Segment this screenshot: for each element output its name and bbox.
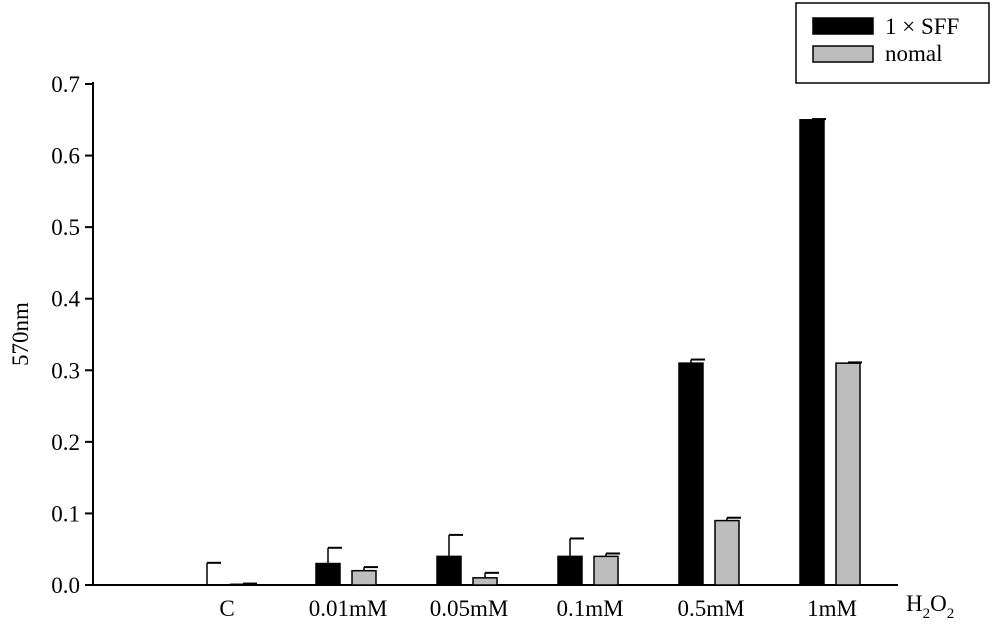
y-tick-label: 0.7 — [51, 72, 80, 97]
suffix-sub2: 2 — [947, 606, 955, 622]
bar-series-1 — [436, 555, 462, 586]
bar-series-1 — [315, 562, 341, 586]
axes — [92, 82, 898, 586]
bar-series-1 — [799, 119, 825, 586]
legend-label-series-2: nomal — [885, 41, 943, 66]
y-tick-label: 0.0 — [51, 573, 80, 598]
y-tick-label: 0.1 — [51, 501, 80, 526]
legend: 1 × SFF nomal — [795, 2, 990, 84]
bar-series-2 — [835, 362, 861, 586]
x-tick-label: C — [219, 596, 234, 621]
y-ticks: 0.0 0.1 0.2 0.3 0.4 0.5 0.6 0.7 — [51, 72, 93, 598]
error-bars — [206, 118, 862, 585]
x-tick-label: 1mM — [807, 596, 857, 621]
bar-series-2 — [593, 555, 619, 586]
suffix-o: O — [930, 591, 947, 616]
bar-series-1 — [557, 555, 583, 586]
x-axis-suffix-label: H2O2 — [906, 591, 954, 622]
y-tick-label: 0.4 — [51, 287, 80, 312]
suffix-sub1: 2 — [923, 606, 931, 622]
y-tick-label: 0.2 — [51, 430, 80, 455]
bar-series-2 — [472, 577, 498, 586]
legend-label-series-1: 1 × SFF — [885, 14, 959, 39]
x-tick-label: 0.05mM — [430, 596, 509, 621]
x-tick-label: 0.1mM — [556, 596, 623, 621]
x-tick-label: 0.5mM — [677, 596, 744, 621]
legend-swatch-series-2 — [812, 45, 874, 63]
x-tick-label: 0.01mM — [309, 596, 388, 621]
x-tick-labels: C 0.01mM 0.05mM 0.1mM 0.5mM 1mM — [219, 596, 857, 621]
suffix-h: H — [906, 591, 923, 616]
bar-series-2 — [351, 569, 377, 586]
legend-box — [795, 2, 990, 84]
bar-series-1 — [678, 362, 704, 586]
legend-swatch-series-1 — [812, 17, 874, 35]
bars — [230, 119, 861, 586]
y-tick-label: 0.6 — [51, 144, 80, 169]
bar-series-2 — [714, 519, 740, 586]
y-tick-label: 0.3 — [51, 358, 80, 383]
y-axis-label: 570nm — [8, 302, 33, 366]
y-tick-label: 0.5 — [51, 215, 80, 240]
